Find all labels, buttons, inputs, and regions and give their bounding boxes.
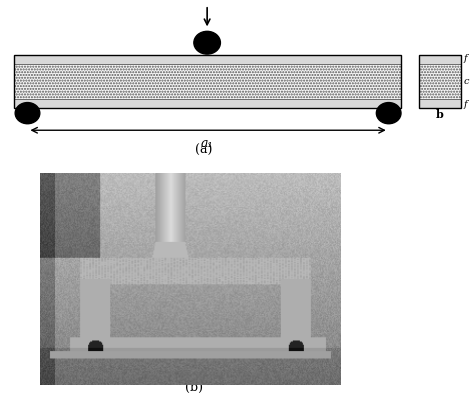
Text: f: f [464,100,467,109]
Text: (a): (a) [195,144,212,157]
Bar [14,99,401,108]
Bar [419,99,461,108]
Circle shape [194,31,220,54]
Bar [419,55,461,108]
Bar [14,64,401,99]
Circle shape [376,103,401,124]
Bar [14,55,401,108]
Text: b: b [436,109,444,120]
Text: f: f [464,54,467,63]
Circle shape [15,103,40,124]
Text: c: c [464,77,469,86]
Text: (b): (b) [185,381,203,394]
Bar [419,55,461,64]
Bar [419,64,461,99]
Text: a₁: a₁ [201,137,213,150]
Bar [14,55,401,64]
